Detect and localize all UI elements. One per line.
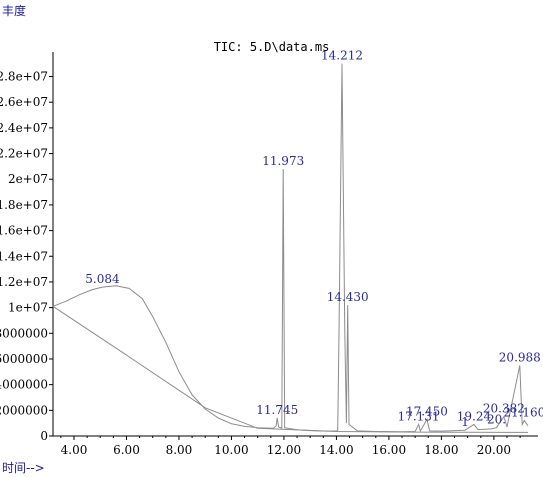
y-tick-label: 2000000 <box>0 403 48 417</box>
x-tick-label: 14.00 <box>319 443 353 457</box>
peak-label: 14.212 <box>321 49 363 63</box>
y-tick-label: 1e+07 <box>8 301 48 315</box>
y-tick-label: 1.6e+07 <box>0 224 48 238</box>
tic-trace <box>52 63 529 433</box>
y-axis-label: 丰度 <box>2 4 27 18</box>
peak-label: 20. <box>487 413 506 427</box>
peak-label: 19.24 <box>457 409 492 423</box>
peak-label: 20.382 <box>483 402 525 416</box>
y-tick-label: 1.4e+07 <box>0 249 48 263</box>
peak-label: 1 <box>461 415 469 429</box>
peak-label: 14.430 <box>327 290 369 304</box>
y-tick-label: 4000000 <box>0 378 48 392</box>
y-tick-label: 2.2e+07 <box>0 147 48 161</box>
y-tick-label: 2e+07 <box>8 172 48 186</box>
peak-label: 11.973 <box>262 154 304 168</box>
x-axis-label: 时间--> <box>2 461 45 475</box>
peak-label: 20.988 <box>499 350 541 364</box>
chart-title: TIC: 5.D\data.ms <box>213 40 330 54</box>
y-tick-label: 1.2e+07 <box>0 275 48 289</box>
y-tick-label: 2.8e+07 <box>0 70 48 84</box>
peak-label: 11.745 <box>256 403 298 417</box>
x-tick-label: 12.00 <box>267 443 301 457</box>
x-tick-label: 20.00 <box>477 443 511 457</box>
peak-label: 21.160 <box>503 406 543 420</box>
y-tick-label: 1.8e+07 <box>0 198 48 212</box>
peak-label: 17.131 <box>398 409 440 423</box>
y-tick-label: 0 <box>40 429 48 443</box>
y-tick-label: 8000000 <box>0 326 48 340</box>
x-tick-label: 18.00 <box>424 443 458 457</box>
y-tick-label: 6000000 <box>0 352 48 366</box>
y-tick-label: 2.6e+07 <box>0 95 48 109</box>
x-tick-label: 16.00 <box>372 443 406 457</box>
x-tick-label: 8.00 <box>166 443 193 457</box>
y-tick-label: 2.4e+07 <box>0 121 48 135</box>
x-tick-label: 6.00 <box>113 443 140 457</box>
baseline-trace <box>52 305 529 433</box>
peak-label: 17.450 <box>406 404 448 418</box>
peak-label: 5.084 <box>85 272 120 286</box>
x-tick-label: 10.00 <box>214 443 248 457</box>
x-tick-label: 4.00 <box>61 443 88 457</box>
